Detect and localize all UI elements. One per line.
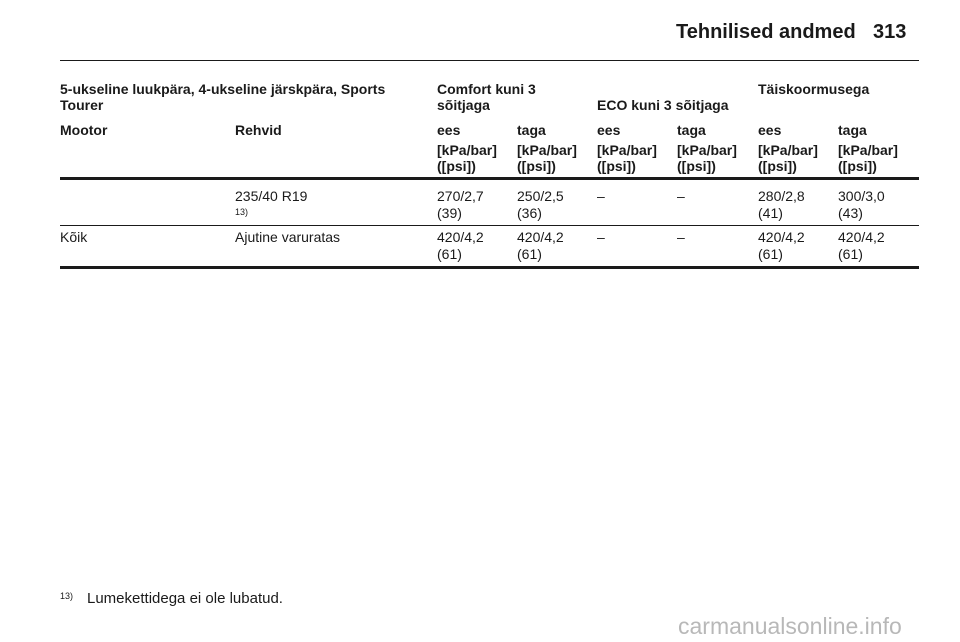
cell: – — [677, 188, 685, 204]
column-header: ees — [597, 122, 621, 138]
column-header: Rehvid — [235, 122, 282, 138]
cell: 280/2,8 — [758, 188, 805, 204]
column-header: Mootor — [60, 122, 108, 138]
cell: – — [597, 188, 605, 204]
cell: 420/4,2 — [838, 229, 885, 245]
unit: ([psi]) — [517, 158, 556, 174]
cell: – — [677, 229, 685, 245]
cell: (39) — [437, 205, 462, 221]
column-header: taga — [838, 122, 867, 138]
engine: Kõik — [60, 229, 88, 245]
cell: (61) — [838, 246, 863, 262]
row-rule — [60, 225, 919, 226]
unit: [kPa/bar] — [437, 142, 497, 158]
page-number: 313 — [873, 21, 907, 43]
group-header: 5-ukseline luukpära, 4-ukseline järskpär… — [60, 81, 386, 113]
tire: 235/40 R19 13) — [235, 188, 307, 220]
cell: – — [597, 229, 605, 245]
table-rule — [60, 266, 919, 269]
unit: [kPa/bar] — [758, 142, 818, 158]
cell: 420/4,2 — [758, 229, 805, 245]
column-header: taga — [677, 122, 706, 138]
cell: 420/4,2 — [437, 229, 484, 245]
unit: ([psi]) — [437, 158, 476, 174]
tire-note: 13) — [235, 207, 249, 217]
group-header: Comfort kuni 3 sõitjaga — [437, 81, 536, 113]
group-header: ECO kuni 3 sõitjaga — [597, 97, 729, 113]
unit: [kPa/bar] — [677, 142, 737, 158]
unit: ([psi]) — [838, 158, 877, 174]
cell: (61) — [437, 246, 462, 262]
footnote-text: Lumekettidega ei ole lubatud. — [87, 590, 283, 607]
cell: 250/2,5 — [517, 188, 564, 204]
unit: [kPa/bar] — [517, 142, 577, 158]
footnote-marker: 13) — [60, 591, 74, 601]
column-header: ees — [437, 122, 461, 138]
group-header: Täiskoormusega — [758, 81, 870, 97]
cell: (41) — [758, 205, 783, 221]
unit: ([psi]) — [597, 158, 636, 174]
cell: (61) — [758, 246, 783, 262]
unit: ([psi]) — [758, 158, 797, 174]
cell: 420/4,2 — [517, 229, 564, 245]
unit: [kPa/bar] — [597, 142, 657, 158]
table-rule — [60, 177, 919, 180]
cell: (43) — [838, 205, 863, 221]
column-header: ees — [758, 122, 782, 138]
tire: Ajutine varuratas — [235, 229, 341, 245]
cell: (61) — [517, 246, 542, 262]
cell: (36) — [517, 205, 542, 221]
cell: 300/3,0 — [838, 188, 885, 204]
unit: ([psi]) — [677, 158, 716, 174]
cell: 270/2,7 — [437, 188, 484, 204]
column-header: taga — [517, 122, 546, 138]
header-rule — [60, 60, 919, 61]
unit: [kPa/bar] — [838, 142, 898, 158]
watermark: carmanualsonline.info — [678, 613, 902, 639]
header-title: Tehnilised andmed — [676, 21, 856, 43]
